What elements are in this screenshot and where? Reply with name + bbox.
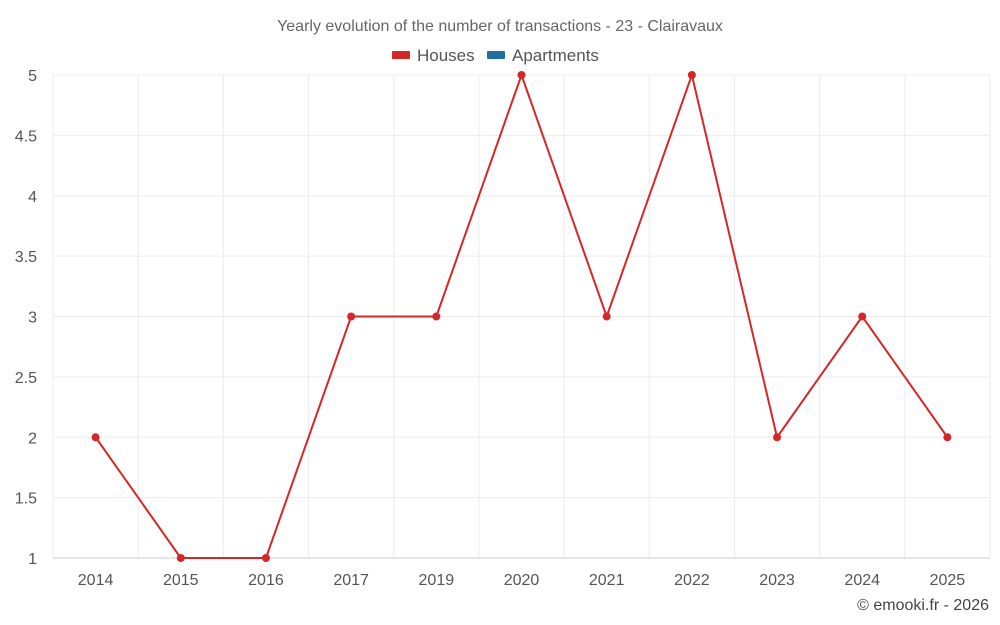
data-point-houses[interactable]: [176, 554, 185, 562]
data-point-houses[interactable]: [91, 433, 100, 442]
y-tick-label: 1.5: [15, 491, 37, 508]
x-tick-label: 2016: [248, 572, 284, 589]
data-point-houses[interactable]: [858, 312, 867, 321]
y-tick-label: 2: [28, 430, 37, 447]
data-point-houses[interactable]: [432, 312, 441, 321]
y-tick-label: 4.5: [15, 128, 37, 145]
data-point-houses[interactable]: [517, 71, 526, 79]
data-point-houses[interactable]: [602, 312, 611, 321]
legend-label-apartments[interactable]: Apartments: [512, 46, 599, 65]
x-tick-label: 2024: [844, 572, 880, 589]
x-tick-label: 2022: [674, 572, 710, 589]
y-tick-label: 2.5: [15, 370, 37, 387]
plot-area: [91, 71, 952, 562]
x-tick-label: 2023: [759, 572, 795, 589]
x-tick-label: 2025: [930, 572, 966, 589]
data-point-houses[interactable]: [347, 312, 356, 321]
y-axis-ticks: 1 1.5 2 2.5 3 3.5 4 4.5 5: [15, 68, 37, 568]
grid: [52, 74, 991, 559]
y-tick-label: 4: [28, 189, 37, 206]
x-tick-label: 2017: [333, 572, 369, 589]
y-tick-label: 1: [28, 551, 37, 568]
data-point-houses[interactable]: [261, 554, 270, 562]
x-axis-ticks: 2014 2015 2016 2017 2019 2020 2021 2022 2023 2024…: [78, 572, 966, 589]
credit-text: © emooki.fr - 2026: [857, 597, 989, 614]
y-tick-label: 3.5: [15, 249, 37, 266]
x-tick-label: 2015: [163, 572, 199, 589]
legend: Houses Apartments: [392, 46, 599, 65]
x-tick-label: 2014: [78, 572, 114, 589]
legend-label-houses[interactable]: Houses: [417, 46, 475, 65]
x-tick-label: 2020: [504, 572, 540, 589]
legend-swatch-apartments[interactable]: [487, 51, 505, 59]
data-point-houses[interactable]: [943, 433, 952, 442]
chart-title: Yearly evolution of the number of transa…: [277, 18, 723, 35]
x-tick-label: 2019: [419, 572, 455, 589]
data-point-houses[interactable]: [687, 71, 696, 79]
x-tick-label: 2021: [589, 572, 625, 589]
y-tick-label: 5: [28, 68, 37, 85]
data-point-houses[interactable]: [773, 433, 782, 442]
y-tick-label: 3: [28, 310, 37, 327]
legend-swatch-houses[interactable]: [392, 51, 410, 59]
